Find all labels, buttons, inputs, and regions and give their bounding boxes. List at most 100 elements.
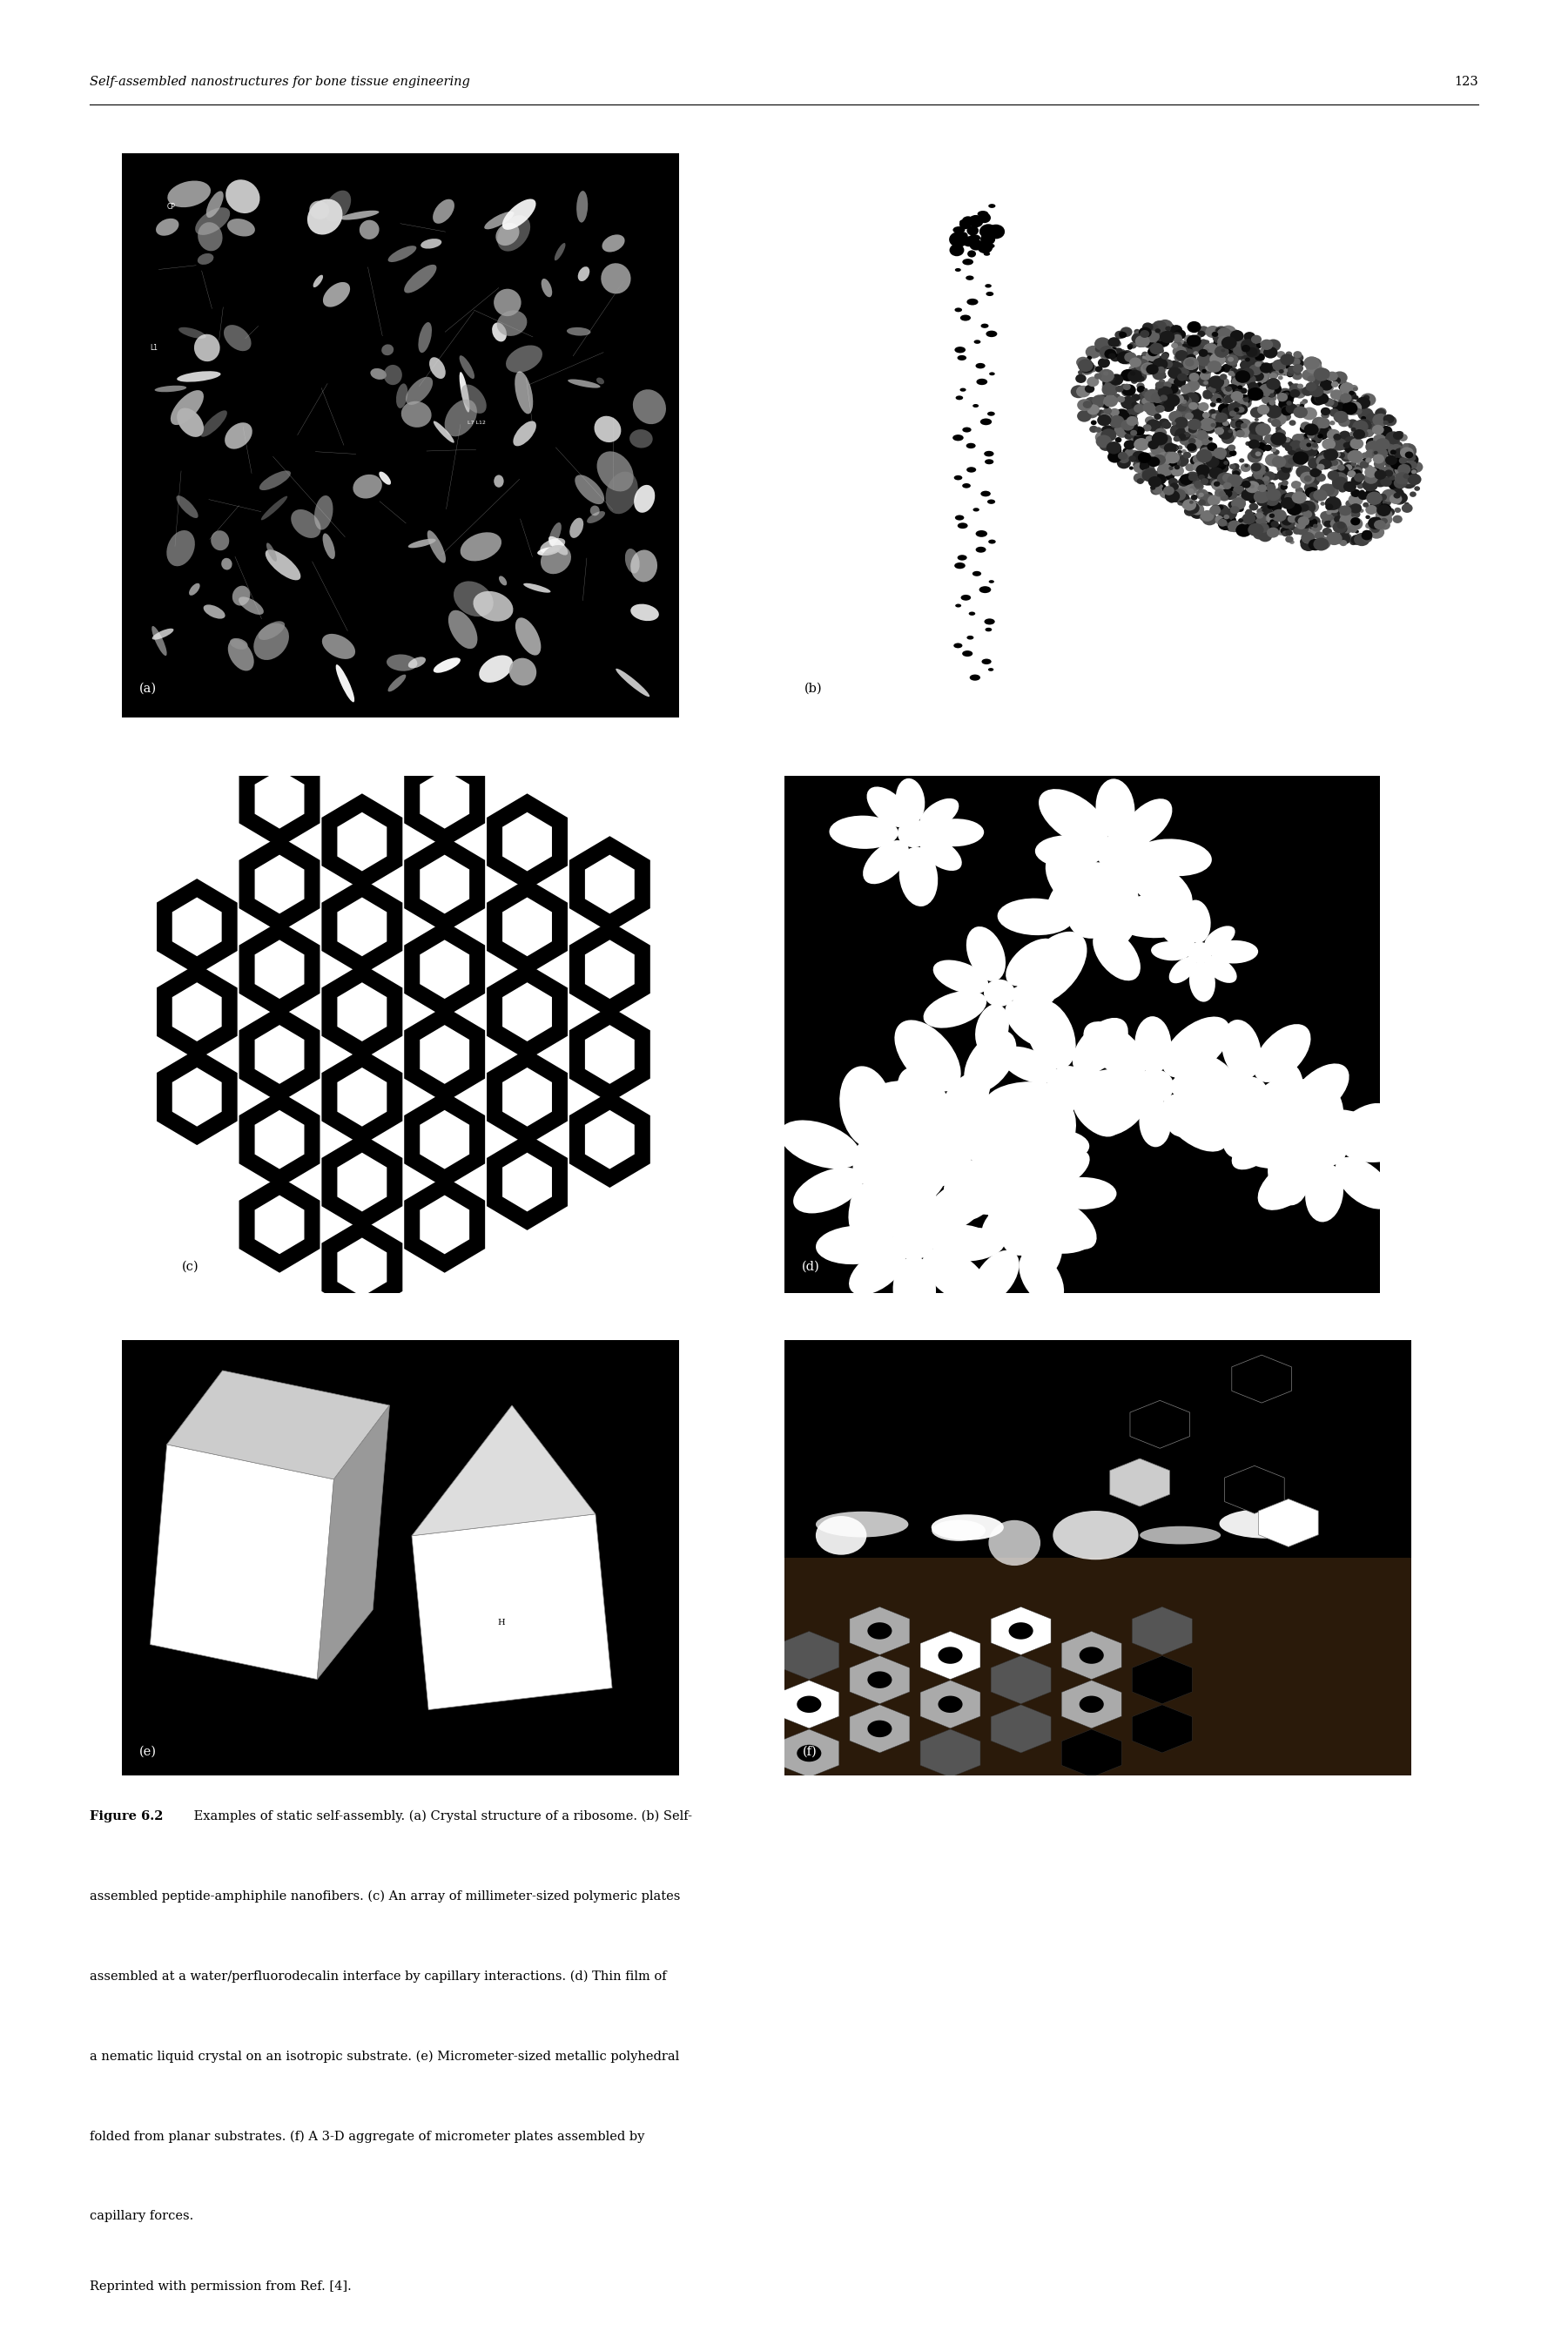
Circle shape xyxy=(1159,473,1170,482)
Circle shape xyxy=(1134,360,1149,371)
Circle shape xyxy=(867,1672,892,1688)
Circle shape xyxy=(1102,400,1107,404)
Circle shape xyxy=(1339,515,1353,527)
Ellipse shape xyxy=(177,371,221,381)
Circle shape xyxy=(1250,430,1256,435)
Circle shape xyxy=(1261,339,1273,350)
Circle shape xyxy=(1156,404,1165,414)
Circle shape xyxy=(1223,400,1228,404)
Text: L1: L1 xyxy=(151,343,158,353)
Circle shape xyxy=(1272,418,1281,428)
Circle shape xyxy=(1380,426,1392,437)
Polygon shape xyxy=(405,750,485,846)
Circle shape xyxy=(1330,534,1338,541)
Circle shape xyxy=(1243,331,1256,341)
Polygon shape xyxy=(486,795,568,889)
Circle shape xyxy=(1239,428,1251,437)
Circle shape xyxy=(1287,498,1298,508)
Circle shape xyxy=(1168,465,1173,470)
Circle shape xyxy=(1347,501,1359,513)
Circle shape xyxy=(1303,442,1317,454)
Circle shape xyxy=(1276,428,1283,435)
Circle shape xyxy=(1389,458,1403,470)
Circle shape xyxy=(1256,482,1265,487)
Circle shape xyxy=(1162,454,1170,461)
Circle shape xyxy=(1289,421,1297,426)
Circle shape xyxy=(983,980,1014,1006)
Circle shape xyxy=(1339,393,1352,402)
Circle shape xyxy=(1378,520,1391,529)
Ellipse shape xyxy=(1231,1131,1276,1171)
Circle shape xyxy=(1367,454,1372,458)
Ellipse shape xyxy=(430,357,445,379)
Ellipse shape xyxy=(590,505,599,515)
Ellipse shape xyxy=(555,242,566,261)
Circle shape xyxy=(1187,374,1192,379)
Circle shape xyxy=(1068,898,1113,938)
Circle shape xyxy=(1311,444,1319,449)
Circle shape xyxy=(1377,505,1391,517)
Circle shape xyxy=(1309,1133,1347,1166)
Circle shape xyxy=(1308,433,1314,440)
Circle shape xyxy=(1101,428,1116,442)
Circle shape xyxy=(1259,505,1272,515)
Circle shape xyxy=(1121,383,1135,395)
Circle shape xyxy=(1392,430,1403,440)
Circle shape xyxy=(1190,409,1206,421)
Ellipse shape xyxy=(897,1067,952,1136)
Circle shape xyxy=(1168,367,1182,379)
Ellipse shape xyxy=(1334,1157,1392,1208)
Circle shape xyxy=(1311,449,1319,456)
Circle shape xyxy=(1109,433,1113,437)
Circle shape xyxy=(1339,430,1350,440)
Circle shape xyxy=(1366,468,1374,473)
Circle shape xyxy=(1300,536,1311,545)
Circle shape xyxy=(1287,503,1301,515)
Ellipse shape xyxy=(949,1121,1000,1147)
Ellipse shape xyxy=(230,637,248,649)
Circle shape xyxy=(1323,449,1339,461)
Circle shape xyxy=(1200,339,1207,346)
Circle shape xyxy=(1151,487,1162,496)
Polygon shape xyxy=(157,879,237,976)
Circle shape xyxy=(1314,393,1328,404)
Ellipse shape xyxy=(575,475,604,503)
Circle shape xyxy=(1151,480,1156,484)
Circle shape xyxy=(1300,421,1311,430)
Circle shape xyxy=(1385,458,1394,465)
Circle shape xyxy=(1363,503,1369,508)
Circle shape xyxy=(1248,494,1254,496)
Circle shape xyxy=(1154,428,1167,437)
Circle shape xyxy=(1344,442,1350,449)
Polygon shape xyxy=(850,1606,909,1655)
Circle shape xyxy=(1328,491,1338,498)
Ellipse shape xyxy=(224,423,252,449)
Circle shape xyxy=(1181,404,1190,411)
Circle shape xyxy=(1261,393,1275,404)
Circle shape xyxy=(1292,371,1303,381)
Circle shape xyxy=(1193,367,1198,369)
Circle shape xyxy=(1200,435,1212,447)
Circle shape xyxy=(1210,409,1225,423)
Ellipse shape xyxy=(972,404,978,407)
Circle shape xyxy=(1140,458,1149,468)
Ellipse shape xyxy=(953,644,963,649)
Circle shape xyxy=(1245,510,1253,515)
Ellipse shape xyxy=(513,421,536,447)
Circle shape xyxy=(1098,369,1115,383)
Circle shape xyxy=(1184,505,1196,517)
Circle shape xyxy=(1214,503,1217,505)
Circle shape xyxy=(1167,470,1176,477)
Circle shape xyxy=(1185,442,1192,449)
Circle shape xyxy=(1157,395,1170,404)
Circle shape xyxy=(1361,416,1366,421)
Circle shape xyxy=(1185,463,1195,473)
Circle shape xyxy=(1145,404,1151,409)
Circle shape xyxy=(1353,395,1358,400)
Ellipse shape xyxy=(1025,999,1076,1070)
Circle shape xyxy=(1156,426,1163,433)
Ellipse shape xyxy=(988,205,996,207)
Circle shape xyxy=(1231,379,1240,386)
Circle shape xyxy=(1286,355,1294,362)
Circle shape xyxy=(1396,458,1403,465)
